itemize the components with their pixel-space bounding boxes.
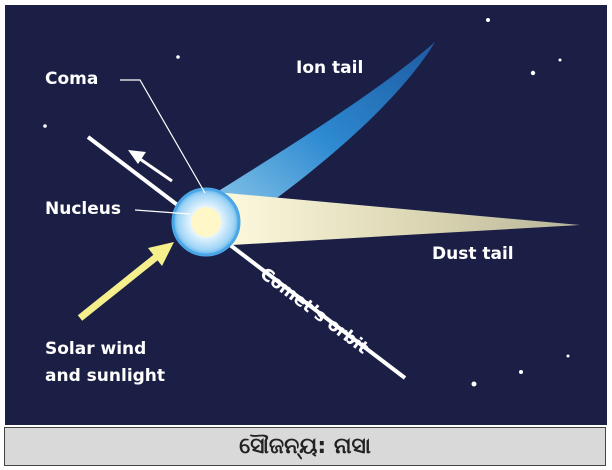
page: {"labels": {"coma": "Coma", "ion_tail": … [0, 0, 612, 470]
dust-tail-label: Dust tail [432, 244, 514, 264]
coma-label: Coma [45, 69, 98, 89]
solar-wind-label: Solar wind [45, 339, 146, 359]
ion-tail-label: Ion tail [296, 58, 363, 78]
solar-wind-label: and sunlight [45, 366, 165, 386]
nucleus [191, 207, 221, 237]
caption: ସୌଜନ୍ୟ: ନାସା [4, 427, 606, 466]
diagram: Coma Ion tail Nucleus Dust tail Comet’s … [0, 0, 612, 470]
nucleus-label: Nucleus [45, 199, 121, 219]
